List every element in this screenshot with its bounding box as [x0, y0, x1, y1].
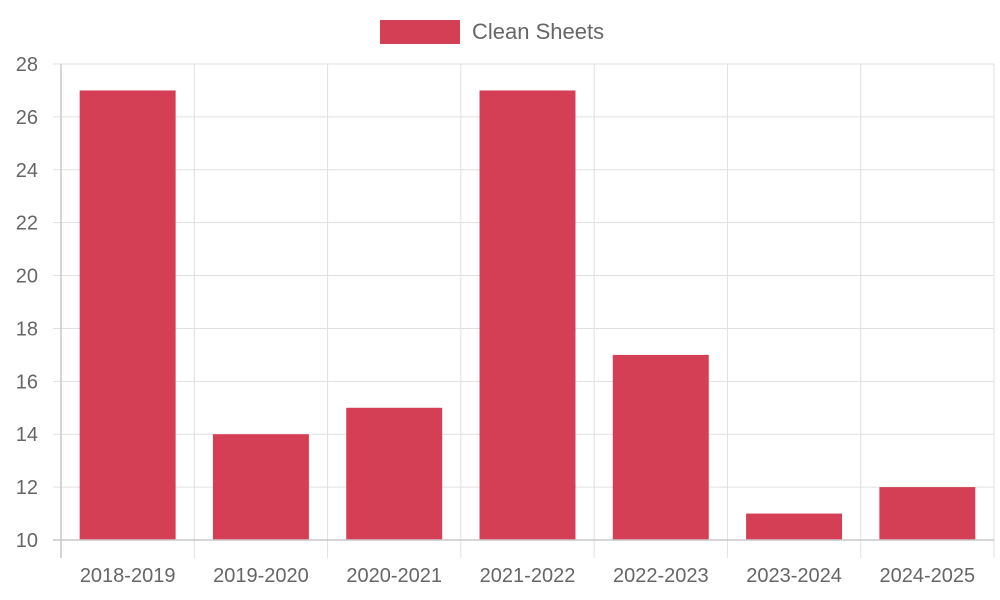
- x-tick-label: 2021-2022: [480, 565, 576, 587]
- y-tick-label: 10: [16, 530, 38, 552]
- y-axis-ticks: 10 12 14 16 18 20 22 24 26 28: [16, 54, 38, 552]
- bar-2023-2024[interactable]: [746, 513, 843, 540]
- x-tick-label: 2018-2019: [80, 565, 176, 587]
- bar-2024-2025[interactable]: [879, 487, 976, 540]
- bar-2020-2021[interactable]: [346, 407, 443, 540]
- y-tick-label: 22: [16, 213, 38, 235]
- bars: [79, 90, 976, 540]
- x-tick-label: 2019-2020: [213, 565, 309, 587]
- legend-label: Clean Sheets: [472, 19, 604, 44]
- y-tick-label: 12: [16, 477, 38, 499]
- y-tick-label: 14: [16, 424, 38, 446]
- x-tick-label: 2024-2025: [880, 565, 976, 587]
- x-tick-label: 2022-2023: [613, 565, 709, 587]
- y-tick-label: 18: [16, 318, 38, 340]
- legend-swatch: [380, 20, 460, 44]
- bar-2021-2022[interactable]: [479, 90, 576, 540]
- y-tick-label: 20: [16, 266, 38, 288]
- bar-2022-2023[interactable]: [612, 354, 709, 540]
- y-tick-label: 16: [16, 371, 38, 393]
- axes: [53, 64, 994, 558]
- y-tick-label: 24: [16, 160, 38, 182]
- bar-2019-2020[interactable]: [212, 434, 309, 540]
- bar-2018-2019[interactable]: [79, 90, 176, 540]
- y-tick-label: 28: [16, 54, 38, 76]
- x-tick-label: 2023-2024: [746, 565, 842, 587]
- x-tick-label: 2020-2021: [346, 565, 442, 587]
- x-axis-ticks: 2018-2019 2019-2020 2020-2021 2021-2022 2022…: [80, 565, 975, 587]
- legend[interactable]: Clean Sheets: [380, 19, 604, 44]
- y-tick-label: 26: [16, 107, 38, 129]
